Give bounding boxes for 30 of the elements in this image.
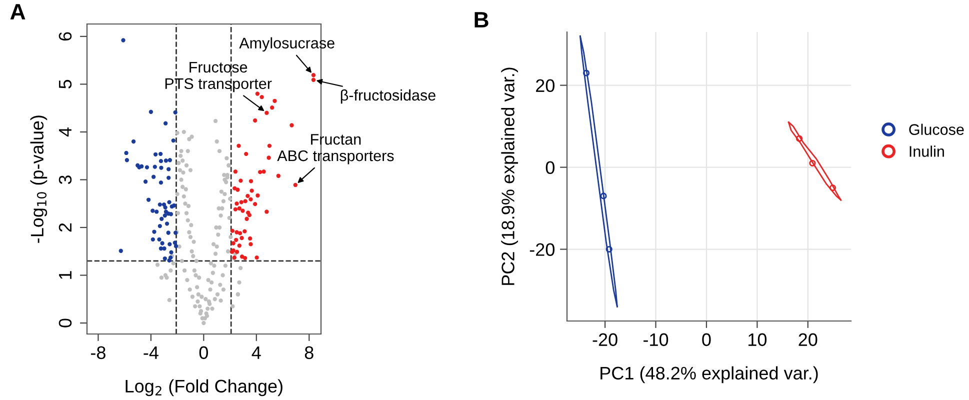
y-axis-title: -Log$_{10}$ (p-value) bbox=[30, 116, 48, 243]
y-tick-label: 20 bbox=[536, 79, 554, 92]
annotation: Fructose PTS transporter bbox=[165, 62, 272, 92]
x-tick-label: -4 bbox=[144, 346, 158, 359]
x-axis-title: Log$_{2}$ (Fold Change) bbox=[126, 379, 282, 396]
y-tick-label: 0 bbox=[546, 161, 554, 174]
y-tick-label: 5 bbox=[59, 80, 72, 88]
x-axis-title: PC1 (48.2% explained var.) bbox=[600, 366, 818, 384]
y-tick-label: 0 bbox=[58, 318, 72, 328]
y-tick-label: -20 bbox=[530, 243, 554, 256]
x-tick-label: 20 bbox=[798, 333, 818, 346]
y-axis-title: PC2 (18.9% explained var.) bbox=[501, 68, 518, 285]
y-tick-label: 1 bbox=[59, 271, 72, 279]
y-tick-label: 2 bbox=[58, 223, 72, 232]
x-tick-label: 10 bbox=[748, 333, 767, 346]
y-tick-label: 4 bbox=[59, 127, 72, 137]
x-tick-label: 0 bbox=[702, 333, 711, 346]
text: A bbox=[10, 4, 26, 20]
x-tick-label: -8 bbox=[90, 346, 106, 360]
text: B bbox=[474, 12, 488, 28]
x-tick-label: 8 bbox=[304, 346, 314, 360]
x-tick-label: 4 bbox=[252, 346, 261, 359]
legend-label: Inulin bbox=[910, 146, 944, 157]
x-tick-label: -10 bbox=[644, 333, 668, 346]
y-tick-label: 3 bbox=[58, 175, 72, 184]
legend-label: Glucose bbox=[909, 124, 964, 135]
y-tick-label: 6 bbox=[58, 32, 72, 41]
annotation: β-fructosidase bbox=[340, 89, 436, 104]
x-tick-label: -20 bbox=[592, 333, 618, 346]
x-tick-label: 0 bbox=[199, 346, 208, 360]
